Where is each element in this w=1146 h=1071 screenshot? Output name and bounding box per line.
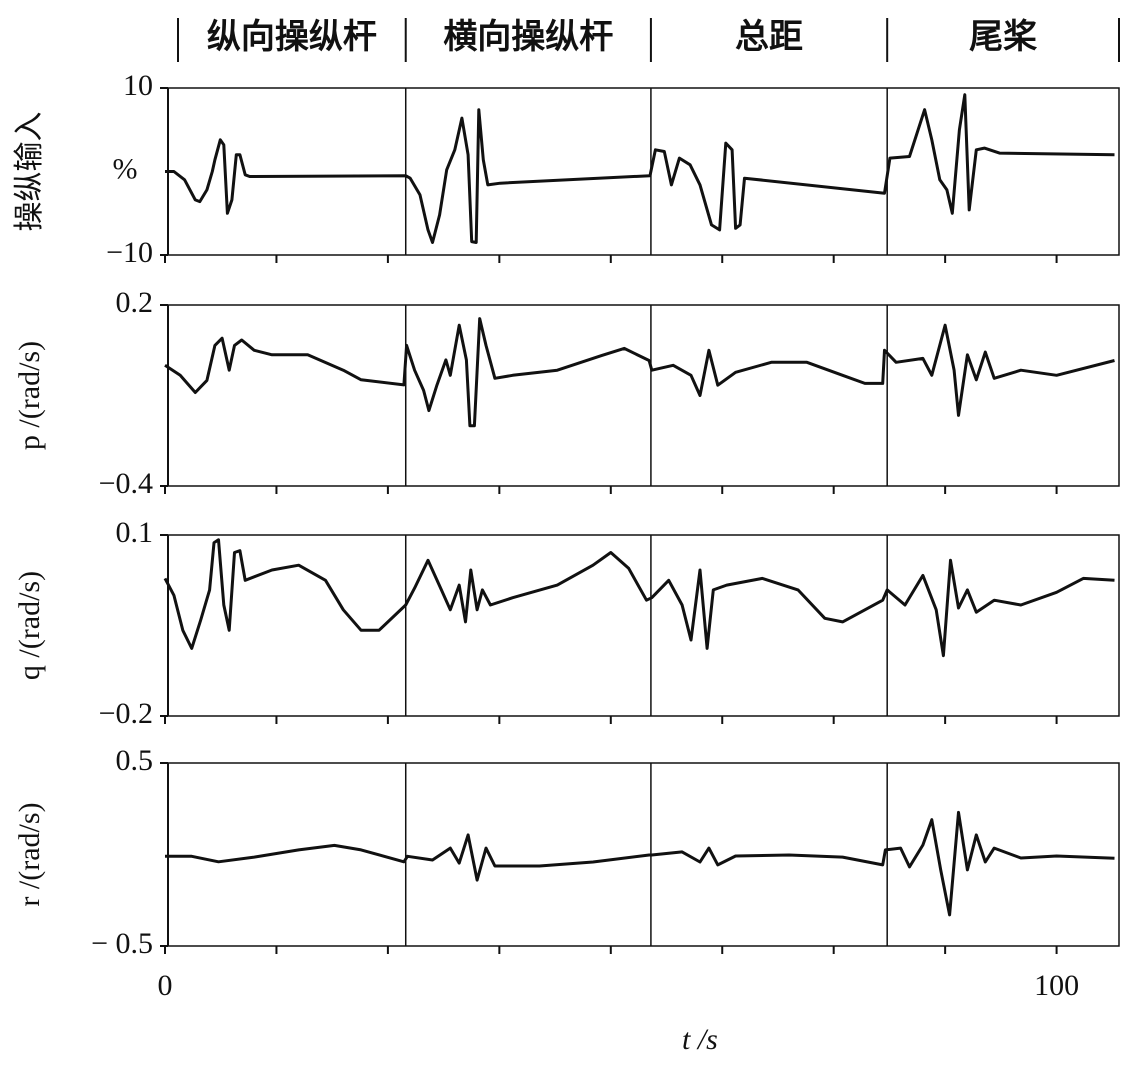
y-tick-label: −0.4 <box>99 467 153 500</box>
y-tick-label: −0.2 <box>99 697 153 730</box>
x-tick-label: 0 <box>158 969 173 1002</box>
x-tick-label: 100 <box>1034 969 1079 1002</box>
data-line <box>165 810 1115 917</box>
segment-label: 纵向操纵杆 <box>207 18 377 56</box>
y-axis-label: 操纵输入 <box>13 112 46 232</box>
y-tick-label: 10 <box>123 69 153 102</box>
plot-frame <box>167 534 1120 717</box>
y-tick-label: −10 <box>106 236 153 269</box>
y-tick-label: 0.5 <box>116 744 154 777</box>
data-line <box>164 317 1115 428</box>
x-axis-label: t /s <box>682 1023 718 1056</box>
plot-frame <box>167 87 1120 256</box>
y-axis-label: r /(rad/s) <box>13 802 46 906</box>
plot-frame <box>167 304 1120 487</box>
y-tick-label: 0.2 <box>116 286 154 319</box>
data-line <box>165 93 1115 244</box>
y-tick-label: 0.1 <box>116 516 154 549</box>
y-axis-label: p /(rad/s) <box>13 341 46 450</box>
segment-label: 总距 <box>735 18 803 56</box>
segment-label: 横向操纵杆 <box>443 18 613 56</box>
y-axis-label: q /(rad/s) <box>13 571 46 680</box>
segment-label: 尾桨 <box>969 18 1037 56</box>
data-line <box>163 538 1115 658</box>
y-unit: % <box>113 152 138 185</box>
y-tick-label: − 0.5 <box>91 927 153 960</box>
